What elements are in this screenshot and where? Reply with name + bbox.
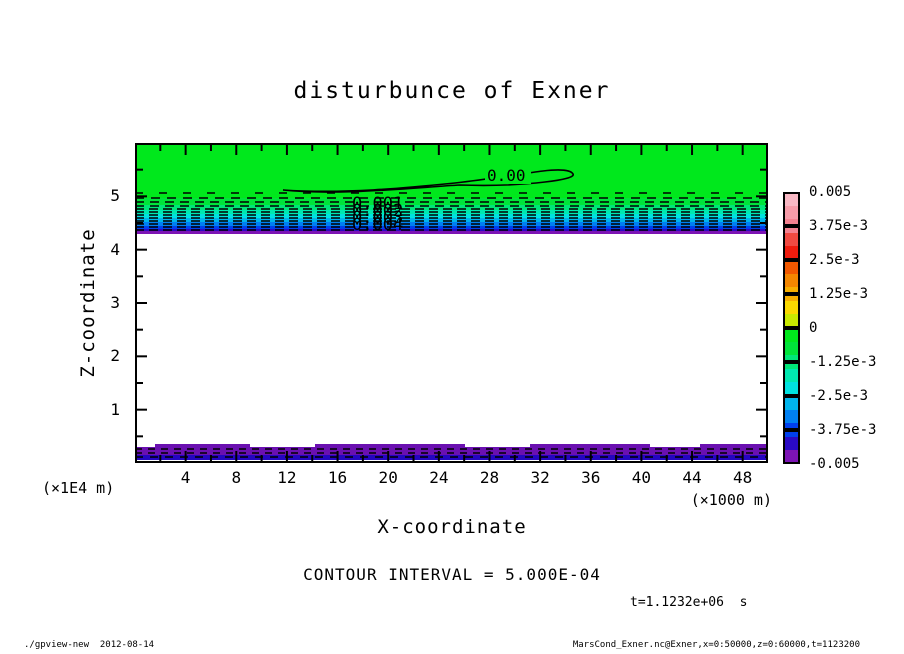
x-tick-label: 36: [581, 468, 601, 487]
colorbar-stripe: [783, 341, 800, 356]
colorbar-label: 1.25e-3: [809, 286, 869, 302]
y-tick-label: 5: [110, 186, 120, 206]
colorbar-label: 0.005: [809, 184, 852, 200]
time-stamp-text: t=1.1232e+06 s: [630, 595, 748, 610]
colorbar-label: -1.25e-3: [809, 354, 877, 370]
colorbar-stripe: [783, 396, 800, 411]
colorbar-segment-box: [783, 260, 800, 294]
x-tick-label: 32: [530, 468, 550, 487]
x-tick-label: 24: [429, 468, 449, 487]
colorbar-stripe: [783, 382, 800, 397]
negative-contour-label: 0.004: [352, 215, 403, 235]
colorbar-stripe: [783, 314, 800, 329]
zero-contour-label: 0.00: [487, 166, 526, 185]
colorbar-stripe: [783, 246, 800, 261]
x-axis-unit: (×1000 m): [690, 491, 772, 509]
zero-contour: 0.00: [282, 166, 574, 193]
x-tick-label: 20: [378, 468, 398, 487]
chart-title: disturbunce of Exner: [293, 78, 611, 104]
colorbar-label: -2.5e-3: [809, 388, 869, 404]
colorbar-segment-box: [783, 328, 800, 362]
x-axis-label: X-coordinate: [377, 516, 527, 538]
y-tick-label: 3: [110, 293, 120, 312]
y-tick-label: 4: [110, 239, 120, 259]
fill-band: [135, 143, 768, 198]
x-tick-label: 48: [733, 468, 753, 487]
colorbar-label: -3.75e-3: [809, 422, 877, 438]
colorbar-stripe: [783, 450, 800, 465]
negative-contour-dashed-lines: [135, 192, 768, 458]
footer-tool-version: ./gpview-new 2012-08-14: [24, 640, 155, 650]
x-tick-label: 4: [180, 468, 191, 487]
colorbar-stripe: [783, 436, 800, 451]
x-tick-label: 8: [231, 468, 242, 487]
y-axis-unit: (×1E4 m): [42, 479, 115, 497]
colorbar-segment-box: [783, 430, 800, 464]
colorbar-stripe: [783, 205, 800, 220]
footer-data-source: MarsCond_Exner.nc@Exner,x=0:50000,z=0:60…: [572, 640, 860, 650]
x-tick-label: 44: [682, 468, 702, 487]
fill-band: [135, 447, 768, 455]
zero-contour-label-bg: [485, 167, 531, 184]
fill-band-wave: [155, 444, 250, 448]
fill-band: [135, 214, 768, 218]
colorbar-label: 0: [809, 320, 818, 336]
y-tick-label: 2: [110, 346, 120, 366]
colorbar-segment-box: [783, 362, 800, 396]
colorbar-label: 2.5e-3: [809, 252, 860, 268]
colorbar-segment-box: [783, 294, 800, 328]
colorbar-label: -0.005: [809, 456, 860, 472]
fill-band: [135, 231, 768, 234]
negative-contour-label: 0.003: [352, 208, 403, 228]
colorbar-label: 3.75e-3: [809, 218, 869, 234]
x-tick-label: 40: [631, 468, 652, 487]
colorbar-stripe: [783, 273, 800, 288]
colorbar-stripe: [783, 328, 800, 343]
colorbar: [783, 192, 800, 465]
negative-contour-label: 0.002: [352, 201, 403, 221]
x-tick-label: 28: [479, 468, 500, 487]
x-tick-label: 12: [277, 468, 297, 487]
fill-band: [135, 205, 768, 210]
colorbar-stripe: [783, 260, 800, 275]
colorbar-stripe: [783, 192, 800, 207]
negative-contour-label: 0.001: [352, 194, 403, 214]
fill-band: [135, 218, 768, 222]
fill-band-wave: [530, 444, 650, 448]
colorbar-stripe: [783, 300, 800, 315]
zero-contour-line: [282, 169, 574, 193]
colorbar-segment-box: [783, 396, 800, 430]
colorbar-stripe: [783, 409, 800, 424]
fill-band-wave: [315, 444, 465, 448]
y-tick-label: 1: [110, 399, 120, 419]
colorbar-segment-box: [783, 192, 800, 226]
colorbar-stripe: [783, 232, 800, 247]
x-tick-label: 16: [327, 468, 348, 487]
plot-border: [135, 143, 768, 463]
colorbar-segment-box: [783, 226, 800, 260]
contour-fill-bands: [135, 143, 768, 460]
axis-ticks: [137, 145, 766, 461]
colorbar-stripe: [783, 368, 800, 383]
contour-interval-text: CONTOUR INTERVAL = 5.000E-04: [303, 565, 601, 584]
fill-band-wave: [700, 444, 768, 448]
